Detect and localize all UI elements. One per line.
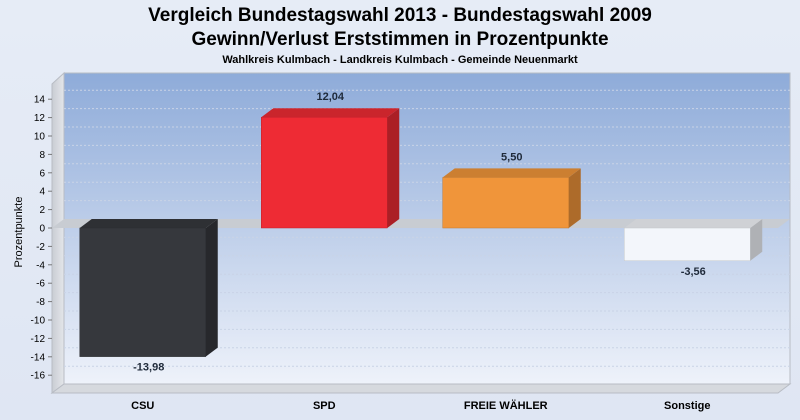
y-tick-label: 12	[34, 113, 46, 124]
plot-side-wall	[51, 71, 65, 394]
y-tick-label: 0	[39, 224, 45, 235]
y-tick-label: -16	[31, 371, 46, 382]
y-tick-label: 6	[39, 168, 45, 179]
data-label: 12,04	[316, 91, 344, 103]
y-axis-label: Prozentpunkte	[13, 197, 25, 268]
x-tick-label: FREIE WÄHLER	[464, 399, 548, 412]
x-tick-label: SPD	[313, 400, 336, 412]
x-tick-label: CSU	[131, 400, 154, 412]
y-tick-label: 8	[39, 150, 45, 161]
plot-floor	[50, 383, 792, 394]
y-tick-label: -8	[36, 297, 45, 308]
data-label: -3,56	[681, 266, 706, 278]
y-tick-label: 4	[39, 187, 45, 198]
y-tick-label: -6	[36, 279, 45, 290]
zero-plane	[52, 219, 790, 228]
y-tick-label: 14	[34, 95, 46, 106]
y-tick-label: -10	[31, 316, 46, 327]
bar-csu	[79, 219, 218, 357]
y-tick-label: -4	[36, 260, 45, 271]
chart-caption: Wahlkreis Kulmbach - Landkreis Kulmbach …	[222, 54, 578, 66]
y-tick-label: -14	[31, 352, 46, 363]
bar-spd	[261, 108, 400, 229]
data-label: 5,50	[501, 151, 522, 163]
y-tick-label: 2	[39, 205, 45, 216]
bar-freie-w-hler	[442, 168, 581, 229]
x-tick-label: Sonstige	[664, 400, 710, 412]
chart-title: Vergleich Bundestagswahl 2013 - Bundesta…	[148, 5, 652, 26]
y-tick-label: 10	[34, 132, 46, 143]
y-tick-label: -12	[31, 334, 46, 345]
chart-subtitle: Gewinn/Verlust Erststimmen in Prozentpun…	[191, 29, 609, 50]
y-tick-label: -2	[36, 242, 45, 253]
data-label: -13,98	[133, 362, 164, 374]
bar-sonstige	[624, 219, 763, 262]
